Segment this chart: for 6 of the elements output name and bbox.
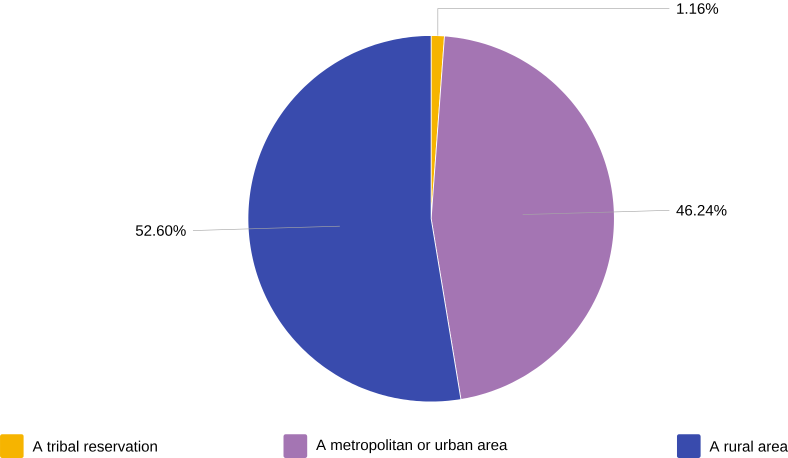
data-label: 46.24% — [676, 204, 726, 216]
legend-label: A rural area — [709, 440, 788, 452]
data-label: 52.60% — [136, 225, 186, 236]
legend-label: A tribal reservation — [32, 440, 157, 452]
data-label: 1.16% — [677, 3, 718, 14]
legend-label: A metropolitan or urban area — [316, 439, 508, 454]
